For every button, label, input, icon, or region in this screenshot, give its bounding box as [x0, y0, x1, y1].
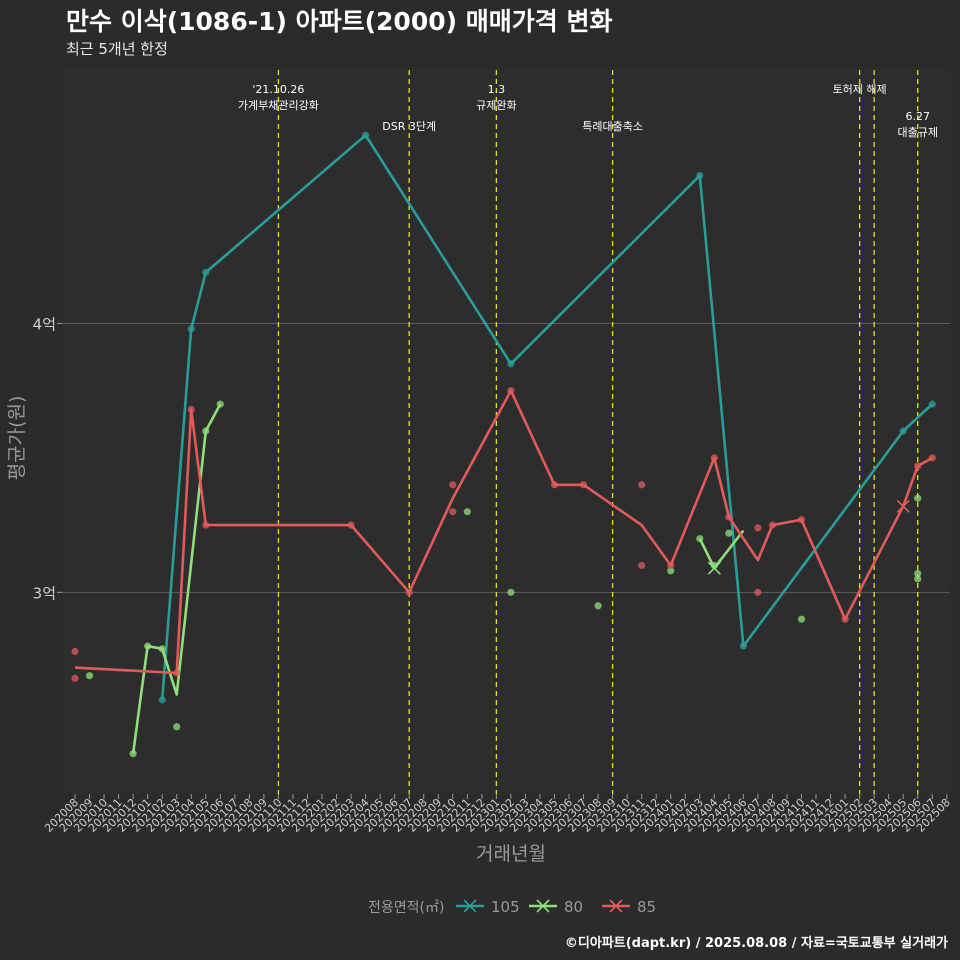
data-point [507, 588, 515, 596]
data-point [71, 674, 79, 682]
cross-stroke [536, 899, 550, 913]
event-label: '21.10.26 [252, 83, 304, 96]
y-axis-label: 평균가(원) [6, 396, 28, 481]
data-point [725, 529, 733, 537]
data-point [449, 481, 457, 489]
series-layer [71, 131, 936, 758]
data-point [638, 481, 646, 489]
grid [62, 322, 950, 593]
legend-item-85: 85 [602, 898, 656, 916]
cross-stroke [896, 499, 910, 513]
data-point [914, 575, 922, 583]
data-point [85, 672, 94, 680]
data-point [914, 494, 922, 502]
data-point [667, 567, 675, 575]
data-point [449, 508, 457, 516]
event-label: 6.27 [905, 110, 930, 123]
data-point [638, 561, 646, 570]
series-line [74, 389, 933, 675]
legend: 전용면적(㎡) 105 80 85 [368, 898, 656, 916]
event-label: DSR 3단계 [382, 120, 436, 133]
event-label: 1.3 [488, 83, 506, 96]
y-tick-label: 4억 [33, 315, 56, 333]
event-label: 토허제 해제 [833, 82, 887, 96]
series-85 [71, 387, 936, 682]
legend-item-105: 105 [456, 898, 520, 916]
cross-stroke [707, 561, 721, 575]
data-point [71, 647, 79, 656]
data-point [173, 723, 181, 731]
cross-stroke [609, 899, 623, 913]
series-cross-marker [463, 899, 477, 913]
plot-panel [62, 68, 950, 794]
data-point [463, 508, 471, 516]
chart-subtitle: 최근 5개년 한정 [66, 40, 168, 58]
data-point [754, 588, 762, 596]
series-cross-marker [536, 899, 550, 913]
caption: ©디아파트(dapt.kr) / 2025.08.08 / 자료=국토교통부 실… [565, 935, 948, 951]
data-point [797, 615, 806, 623]
series-cross-marker [609, 899, 623, 913]
event-label: 가계부채관리강화 [238, 99, 319, 112]
event-label: 특례대출축소 [582, 120, 643, 133]
series-cross-marker [707, 561, 721, 575]
event-label: 규제완화 [476, 99, 516, 112]
legend-item-80: 80 [529, 898, 583, 916]
data-point [914, 569, 922, 578]
cross-stroke [463, 899, 477, 913]
x-axis-label: 거래년월 [476, 843, 546, 865]
chart-title: 만수 이삭(1086-1) 아파트(2000) 매매가격 변화 [66, 7, 612, 36]
legend-label: 80 [564, 898, 583, 916]
data-point [754, 524, 762, 532]
series-cross-marker [896, 499, 910, 513]
legend-title: 전용면적(㎡) [368, 900, 444, 916]
legend-label: 85 [637, 898, 656, 916]
y-tick-label: 3억 [33, 584, 56, 602]
event-label: 대출규제 [897, 126, 937, 139]
series-105 [158, 131, 936, 704]
y-axis: 3억 4억 [33, 315, 62, 602]
series-line [160, 133, 934, 701]
data-point [594, 602, 602, 610]
x-axis: 2020082020092020102020112020122021012021… [42, 794, 953, 835]
legend-label: 105 [491, 898, 520, 916]
